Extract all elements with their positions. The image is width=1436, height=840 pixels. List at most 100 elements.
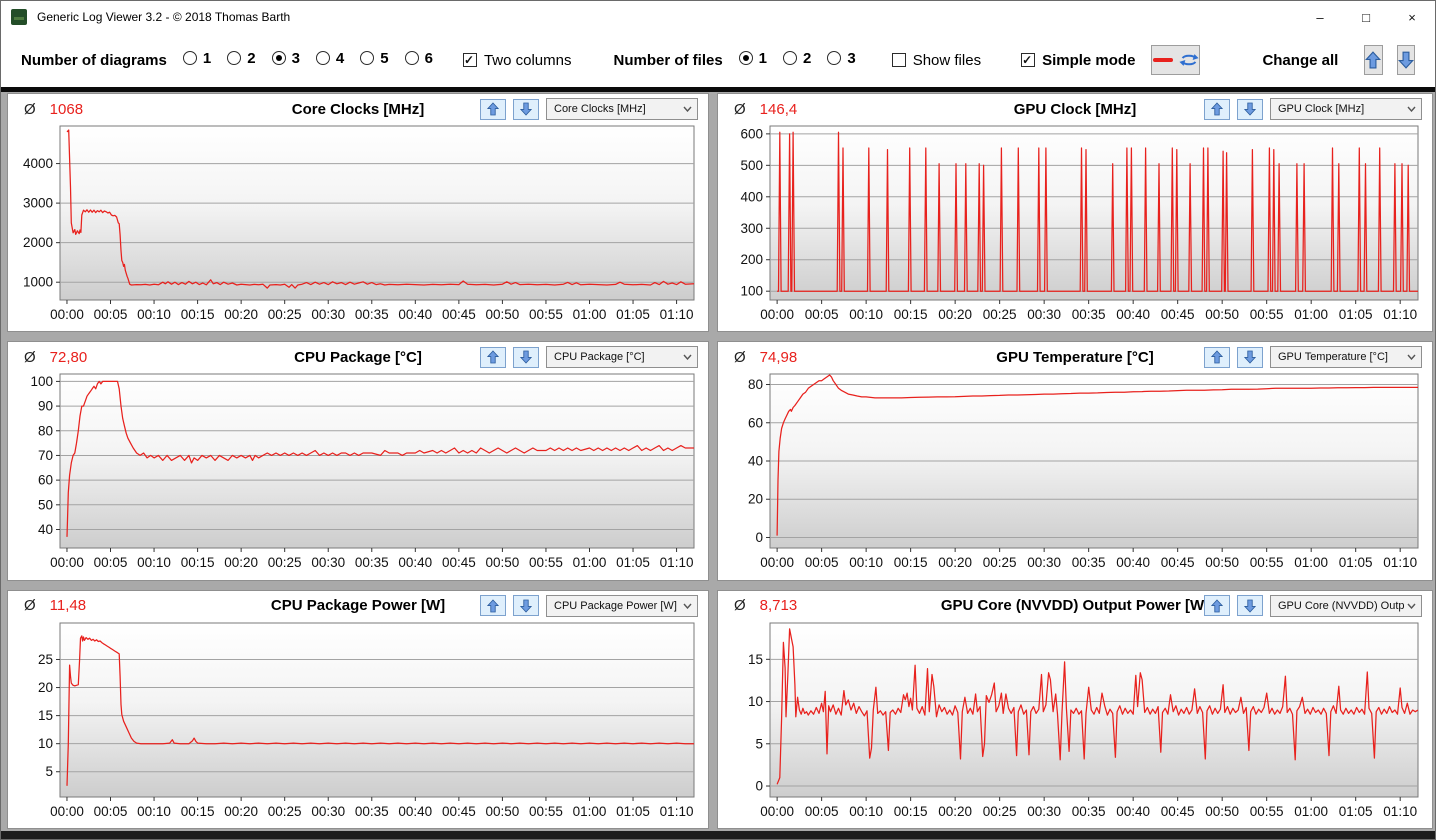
svg-text:00:20: 00:20 bbox=[224, 307, 258, 322]
svg-text:00:40: 00:40 bbox=[398, 804, 432, 819]
average-value: 1068 bbox=[49, 100, 84, 118]
svg-text:4000: 4000 bbox=[23, 156, 53, 171]
arrow-down-icon bbox=[1244, 102, 1256, 116]
chevron-down-icon bbox=[683, 354, 692, 361]
metric-dropdown[interactable]: GPU Clock [MHz] bbox=[1270, 98, 1422, 120]
diagrams-radio-2[interactable]: 2 bbox=[227, 49, 256, 67]
maximize-button[interactable]: □ bbox=[1362, 9, 1370, 25]
svg-text:00:50: 00:50 bbox=[486, 555, 520, 570]
move-chart-up-button[interactable] bbox=[1204, 98, 1230, 120]
diagrams-radio-button-3[interactable] bbox=[271, 51, 286, 66]
svg-text:00:45: 00:45 bbox=[1161, 804, 1195, 819]
move-chart-down-button[interactable] bbox=[1237, 346, 1263, 368]
chart-header: Ø 74,98 GPU Temperature [°C] GPU Tempera… bbox=[718, 342, 1432, 372]
files-radio-button-2[interactable] bbox=[783, 51, 798, 66]
change-all-up-button[interactable] bbox=[1364, 45, 1383, 75]
arrow-up-icon bbox=[1365, 51, 1382, 69]
close-button[interactable]: × bbox=[1408, 9, 1416, 25]
arrow-up-icon bbox=[1211, 350, 1223, 364]
chart-panel-core-clocks: Ø 1068 Core Clocks [MHz] Core Clocks [MH… bbox=[7, 93, 709, 333]
svg-text:200: 200 bbox=[740, 252, 763, 267]
move-chart-down-button[interactable] bbox=[513, 98, 539, 120]
two-columns-checkbox-box[interactable] bbox=[462, 53, 477, 67]
svg-text:00:25: 00:25 bbox=[983, 307, 1017, 322]
move-chart-up-button[interactable] bbox=[480, 595, 506, 617]
two-columns-label: Two columns bbox=[483, 51, 572, 69]
svg-text:0: 0 bbox=[755, 778, 763, 793]
svg-text:00:25: 00:25 bbox=[268, 307, 302, 322]
svg-text:00:30: 00:30 bbox=[311, 555, 345, 570]
average-value: 74,98 bbox=[759, 348, 798, 366]
simple-mode-checkbox-box[interactable] bbox=[1021, 53, 1036, 67]
move-chart-down-button[interactable] bbox=[1237, 595, 1263, 617]
chart-header: Ø 8,713 GPU Core (NVVDD) Output Power [W… bbox=[718, 591, 1432, 621]
svg-text:00:25: 00:25 bbox=[268, 804, 302, 819]
diagrams-radio-4[interactable]: 4 bbox=[315, 50, 344, 67]
show-files-checkbox-box[interactable] bbox=[891, 53, 906, 67]
svg-text:00:10: 00:10 bbox=[849, 555, 883, 570]
diagrams-radio-button-4[interactable] bbox=[315, 51, 330, 66]
line-style-refresh-button[interactable] bbox=[1151, 45, 1201, 75]
diagrams-radio-button-6[interactable] bbox=[404, 51, 419, 66]
svg-text:00:10: 00:10 bbox=[849, 804, 883, 819]
svg-text:00:20: 00:20 bbox=[938, 555, 972, 570]
svg-text:00:35: 00:35 bbox=[355, 555, 389, 570]
svg-text:01:00: 01:00 bbox=[1294, 555, 1328, 570]
move-chart-up-button[interactable] bbox=[1204, 346, 1230, 368]
files-radio-button-1[interactable] bbox=[738, 51, 753, 66]
svg-text:00:15: 00:15 bbox=[181, 307, 215, 322]
metric-dropdown[interactable]: CPU Package Power [W] bbox=[546, 594, 698, 617]
svg-text:00:45: 00:45 bbox=[442, 307, 476, 322]
files-radio-2[interactable]: 2 bbox=[783, 50, 811, 67]
svg-text:00:00: 00:00 bbox=[50, 804, 84, 819]
window-controls: – □ × bbox=[1297, 1, 1435, 33]
diagrams-radio-button-1[interactable] bbox=[182, 51, 197, 66]
svg-text:00:15: 00:15 bbox=[894, 804, 928, 819]
files-radio-3[interactable]: 3 bbox=[827, 50, 856, 67]
diagrams-radio-3[interactable]: 3 bbox=[271, 50, 300, 67]
move-chart-up-button[interactable] bbox=[480, 346, 506, 368]
files-radio-button-3[interactable] bbox=[827, 51, 842, 66]
move-chart-up-button[interactable] bbox=[1204, 595, 1230, 617]
arrow-up-icon bbox=[487, 102, 499, 116]
svg-text:00:35: 00:35 bbox=[355, 804, 389, 819]
diagrams-radio-5[interactable]: 5 bbox=[360, 50, 389, 67]
move-chart-down-button[interactable] bbox=[1237, 98, 1263, 120]
chart-panel-gpu-temp: Ø 74,98 GPU Temperature [°C] GPU Tempera… bbox=[717, 341, 1433, 581]
svg-text:01:00: 01:00 bbox=[1294, 804, 1328, 819]
diagrams-radio-label-2: 2 bbox=[247, 49, 256, 67]
diagrams-radio-1[interactable]: 1 bbox=[182, 50, 211, 67]
metric-dropdown[interactable]: CPU Package [°C] bbox=[546, 346, 698, 369]
titlebar: Generic Log Viewer 3.2 - © 2018 Thomas B… bbox=[1, 1, 1435, 33]
minimize-button[interactable]: – bbox=[1316, 9, 1324, 25]
change-all-down-button[interactable] bbox=[1396, 45, 1415, 75]
svg-text:600: 600 bbox=[740, 126, 763, 141]
show-files-label: Show files bbox=[912, 51, 982, 69]
metric-dropdown[interactable]: GPU Core (NVVDD) Output Power [W] bbox=[1270, 594, 1422, 617]
move-chart-down-button[interactable] bbox=[513, 346, 539, 368]
two-columns-checkbox[interactable]: Two columns bbox=[462, 51, 572, 69]
plot-canvas-cpu-package-power: 5 10 15 20 25 00:00 00:05 00:10 00:15 00:20 00:25 0… bbox=[38, 622, 695, 819]
average-value: 8,713 bbox=[759, 597, 798, 615]
diagrams-radio-button-2[interactable] bbox=[227, 51, 242, 66]
metric-dropdown[interactable]: Core Clocks [MHz] bbox=[546, 98, 698, 120]
svg-text:01:05: 01:05 bbox=[1339, 307, 1373, 322]
metric-dropdown[interactable]: GPU Temperature [°C] bbox=[1270, 346, 1422, 369]
move-chart-down-button[interactable] bbox=[513, 595, 539, 617]
svg-text:00:30: 00:30 bbox=[1027, 307, 1061, 322]
simple-mode-checkbox[interactable]: Simple mode bbox=[1021, 52, 1135, 69]
svg-text:00:50: 00:50 bbox=[1205, 804, 1239, 819]
svg-text:00:30: 00:30 bbox=[311, 307, 345, 322]
diagrams-radio-6[interactable]: 6 bbox=[404, 50, 433, 67]
svg-text:00:45: 00:45 bbox=[1161, 555, 1195, 570]
svg-text:00:10: 00:10 bbox=[849, 307, 883, 322]
average-value: 146,4 bbox=[759, 100, 798, 118]
svg-text:00:40: 00:40 bbox=[1116, 804, 1150, 819]
svg-text:40: 40 bbox=[38, 522, 53, 537]
show-files-checkbox[interactable]: Show files bbox=[891, 51, 982, 69]
files-radio-1[interactable]: 1 bbox=[738, 50, 767, 67]
move-chart-up-button[interactable] bbox=[480, 98, 506, 120]
svg-text:3000: 3000 bbox=[23, 196, 53, 211]
diagrams-radio-button-5[interactable] bbox=[360, 51, 375, 66]
files-label: Number of files bbox=[613, 51, 723, 69]
